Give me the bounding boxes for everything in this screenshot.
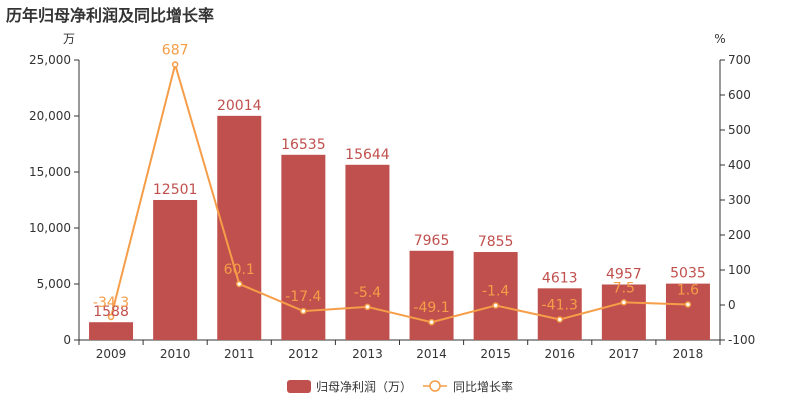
bar-data-label: 7965 [414,233,450,249]
left-axis-tick-label: 25,000 [29,53,71,67]
growth-rate-point [364,303,371,311]
left-axis-tick-label: 15,000 [29,165,71,179]
growth-rate-data-label: -17.4 [285,289,321,305]
right-axis-tick-label: 200 [728,228,751,242]
right-axis-tick-label: 100 [728,263,751,277]
growth-rate-point [171,61,179,68]
x-axis-tick-label: 2014 [416,347,447,361]
growth-rate-data-label: -1.4 [482,283,509,299]
chart-title: 历年归母净利润及同比增长率 [6,6,215,25]
right-axis-tick-label: 700 [728,53,751,67]
growth-rate-point [300,307,307,315]
bar-data-label: 4957 [606,266,642,282]
growth-rate-point [492,302,499,309]
growth-rate-data-label: 7.5 [613,280,635,296]
bar [537,288,582,340]
bar-data-label: 4613 [542,270,578,286]
growth-rate-data-label: -41.3 [542,297,578,313]
growth-rate-point [428,318,435,326]
left-axis-tick-label: 5,000 [37,277,71,291]
x-axis-tick-label: 2010 [160,347,191,361]
x-axis-tick-label: 2012 [288,347,319,361]
x-axis-tick-label: 2011 [224,347,255,361]
bar-data-label: 15644 [345,147,390,163]
right-axis-tick-label: 500 [728,123,751,137]
bar-data-label: 20014 [217,98,262,114]
bar [345,164,390,340]
growth-rate-data-label: 687 [162,43,189,59]
growth-rate-data-label: -49.1 [413,300,449,316]
right-axis-unit: % [714,32,725,46]
growth-rate-point [620,299,628,306]
bar [153,199,198,340]
bar-data-label: 7855 [478,234,514,250]
bar-data-label: 1588 [93,304,129,320]
x-axis-tick-label: 2013 [352,347,383,361]
bar [665,283,710,340]
x-axis-tick-label: 2018 [673,347,704,361]
bar [409,250,454,340]
right-axis-tick-label: 600 [728,88,751,102]
bar [601,284,646,340]
growth-rate-line [110,60,688,324]
bar-data-label: 5035 [670,266,706,282]
x-axis-tick-label: 2016 [544,347,575,361]
bar-data-label: 12501 [153,182,198,198]
legend-bar-swatch [287,380,311,393]
legend-line-marker [429,380,441,392]
bar [473,252,518,340]
growth-rate-point [236,280,243,288]
right-axis-tick-label: 300 [728,193,751,207]
bar [89,322,134,340]
growth-rate-data-label: -34.3 [93,295,129,311]
growth-rate-data-label: -5.4 [354,285,381,301]
x-axis-tick-label: 2009 [96,347,127,361]
legend-bar-label: 归母净利润（万） [316,380,412,394]
x-axis-tick-label: 2017 [609,347,640,361]
growth-rate-point [684,301,692,308]
left-axis-unit: 万 [63,32,75,46]
growth-rate-point [556,316,563,323]
bar-data-label: 16535 [281,137,326,153]
right-axis-tick-label: 0 [728,298,736,312]
left-axis-tick-label: 0 [63,333,71,347]
growth-rate-data-label: 1.6 [677,282,699,298]
legend-line-label: 同比增长率 [453,379,513,394]
right-axis-tick-label: 400 [728,158,751,172]
bar [217,115,262,340]
x-axis-tick-label: 2015 [480,347,511,361]
growth-rate-point [107,313,115,321]
left-axis-tick-label: 10,000 [29,221,71,235]
growth-rate-data-label: 60.1 [224,262,255,278]
right-axis-tick-label: -100 [728,333,755,347]
left-axis-tick-label: 20,000 [29,109,71,123]
